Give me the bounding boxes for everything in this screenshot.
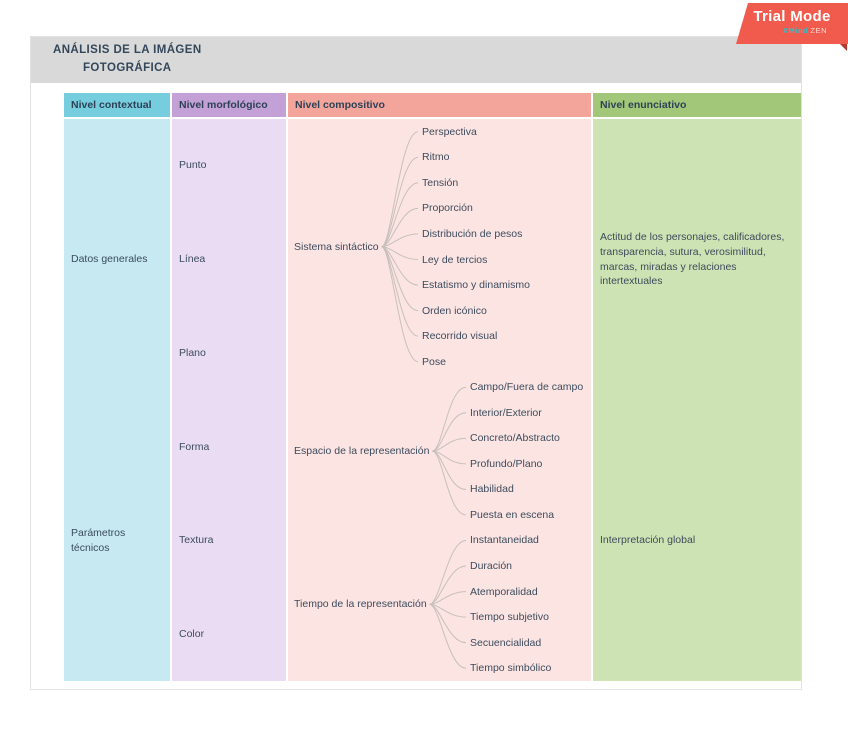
tree-child-label: Puesta en escena [470, 508, 555, 521]
tree-child-node[interactable]: Tiempo simbólico [470, 655, 591, 681]
column-morfologico: Punto Línea Plano Forma Textura Color [172, 119, 286, 681]
tree-parent-label: Tiempo de la representación [294, 598, 427, 611]
xmind-zen-brand: XMind ZEN [736, 26, 848, 35]
morfologico-cell[interactable]: Punto [172, 119, 286, 213]
tree-child-node[interactable]: Interior/Exterior [470, 400, 591, 426]
tree-parent-label: Espacio de la representación [294, 445, 430, 458]
tree-child-node[interactable]: Pose [422, 349, 591, 375]
matrix-chart: Nivel contextual Nivel morfológico Nivel… [64, 93, 801, 681]
morfologico-cell[interactable]: Forma [172, 400, 286, 494]
matrix-title-band[interactable]: ANÁLISIS DE LA IMÁGEN FOTOGRÁFICA [31, 37, 801, 83]
tree-parent-node[interactable]: Espacio de la representación [288, 374, 470, 527]
tree-child-label: Campo/Fuera de campo [470, 381, 584, 394]
tree-connector-lines [381, 131, 467, 669]
ribbon-fold-icon [840, 44, 847, 51]
matrix-title: ANÁLISIS DE LA IMÁGEN FOTOGRÁFICA [53, 42, 202, 78]
tree-child-label: Perspectiva [422, 125, 477, 138]
morfologico-label: Forma [179, 440, 210, 453]
tree-parent-node[interactable]: Sistema sintáctico [288, 119, 422, 374]
tree-child-label: Recorrido visual [422, 330, 498, 343]
morfologico-label: Línea [179, 253, 206, 266]
tree-child-label: Ley de tercios [422, 253, 488, 266]
tree-child-node[interactable]: Estatismo y dinamismo [422, 272, 591, 298]
tree-child-label: Estatismo y dinamismo [422, 279, 530, 292]
tree-child-node[interactable]: Instantaneidad [470, 528, 591, 554]
morfologico-label: Plano [179, 346, 206, 359]
tree-group: Tiempo de la representación Instantaneida… [288, 528, 591, 681]
tree-child-label: Atemporalidad [470, 585, 538, 598]
column-header-compositivo[interactable]: Nivel compositivo [288, 93, 591, 117]
tree-child-label: Tiempo simbólico [470, 662, 552, 675]
tree-child-label: Profundo/Plano [470, 457, 543, 470]
tree-child-node[interactable]: Ley de tercios [422, 247, 591, 273]
mindmap-sheet: ANÁLISIS DE LA IMÁGEN FOTOGRÁFICA Nivel … [30, 36, 802, 690]
tree-parent-node[interactable]: Tiempo de la representación [288, 528, 470, 681]
column-header-contextual[interactable]: Nivel contextual [64, 93, 170, 117]
tree-parent-label: Sistema sintáctico [294, 240, 379, 253]
column-header-morfologico[interactable]: Nivel morfológico [172, 93, 286, 117]
tree-child-node[interactable]: Proporción [422, 196, 591, 222]
enunciativo-label: Interpretación global [600, 534, 696, 547]
tree-child-label: Instantaneidad [470, 534, 539, 547]
trial-mode-badge[interactable]: Trial Mode XMind ZEN [736, 3, 848, 44]
tree-child-label: Tensión [422, 176, 459, 189]
tree-child-node[interactable]: Distribución de pesos [422, 221, 591, 247]
column-header-row: Nivel contextual Nivel morfológico Nivel… [64, 93, 801, 117]
column-body-row: Datos generales Parámetros técnicos Punto… [64, 119, 801, 681]
tree-child-label: Tiempo subjetivo [470, 611, 549, 624]
tree-child-node[interactable]: Recorrido visual [422, 323, 591, 349]
tree-child-node[interactable]: Secuencialidad [470, 630, 591, 656]
tree-child-node[interactable]: Concreto/Abstracto [470, 426, 591, 452]
enunciativo-label: Actitud de los personajes, calificadores… [600, 231, 785, 288]
matrix-title-line1: ANÁLISIS DE LA IMÁGEN [53, 44, 202, 57]
tree-child-node[interactable]: Perspectiva [422, 119, 591, 145]
tree-child-node[interactable]: Profundo/Plano [470, 451, 591, 477]
column-header-enunciativo[interactable]: Nivel enunciativo [593, 93, 801, 117]
contextual-label: Datos generales [71, 253, 148, 266]
morfologico-cell[interactable]: Textura [172, 494, 286, 588]
column-compositivo: Sistema sintáctico Perspectiva Ritmo Tensió… [288, 119, 591, 681]
tree-child-label: Habilidad [470, 483, 514, 496]
trial-mode-label: Trial Mode [753, 8, 831, 25]
enunciativo-cell[interactable]: Interpretación global [593, 400, 801, 681]
tree-child-node[interactable]: Puesta en escena [470, 502, 591, 528]
tree-child-label: Distribución de pesos [422, 227, 523, 240]
tree-child-node[interactable]: Orden icónico [422, 298, 591, 324]
morfologico-label: Textura [179, 534, 214, 547]
morfologico-cell[interactable]: Plano [172, 306, 286, 400]
tree-child-node[interactable]: Tensión [422, 170, 591, 196]
tree-child-node[interactable]: Campo/Fuera de campo [470, 374, 591, 400]
tree-group: Espacio de la representación Campo/Fuera … [288, 374, 591, 527]
column-enunciativo: Actitud de los personajes, calificadores… [593, 119, 801, 681]
tree-group: Sistema sintáctico Perspectiva Ritmo Tensió… [288, 119, 591, 374]
morfologico-cell[interactable]: Color [172, 587, 286, 681]
xmind-label: XMind [782, 26, 809, 35]
tree-child-label: Secuencialidad [470, 636, 542, 649]
tree-child-node[interactable]: Tiempo subjetivo [470, 604, 591, 630]
tree-child-node[interactable]: Ritmo [422, 145, 591, 171]
matrix-title-line2: FOTOGRÁFICA [83, 62, 172, 74]
tree-child-label: Concreto/Abstracto [470, 432, 560, 445]
tree-child-label: Orden icónico [422, 304, 487, 317]
contextual-label: Parámetros técnicos [71, 526, 126, 554]
tree-child-node[interactable]: Duración [470, 553, 591, 579]
tree-child-node[interactable]: Atemporalidad [470, 579, 591, 605]
contextual-cell[interactable]: Parámetros técnicos [64, 400, 170, 681]
morfologico-label: Punto [179, 159, 207, 172]
zen-label: ZEN [810, 26, 828, 35]
column-contextual: Datos generales Parámetros técnicos [64, 119, 170, 681]
tree-child-label: Pose [422, 355, 446, 368]
tree-child-label: Ritmo [422, 151, 450, 164]
morfologico-label: Color [179, 627, 205, 640]
tree-child-label: Interior/Exterior [470, 406, 542, 419]
enunciativo-cell[interactable]: Actitud de los personajes, calificadores… [593, 119, 801, 400]
tree-child-label: Duración [470, 560, 513, 573]
tree-child-label: Proporción [422, 202, 473, 215]
morfologico-cell[interactable]: Línea [172, 213, 286, 307]
tree-child-node[interactable]: Habilidad [470, 477, 591, 503]
contextual-cell[interactable]: Datos generales [64, 119, 170, 400]
